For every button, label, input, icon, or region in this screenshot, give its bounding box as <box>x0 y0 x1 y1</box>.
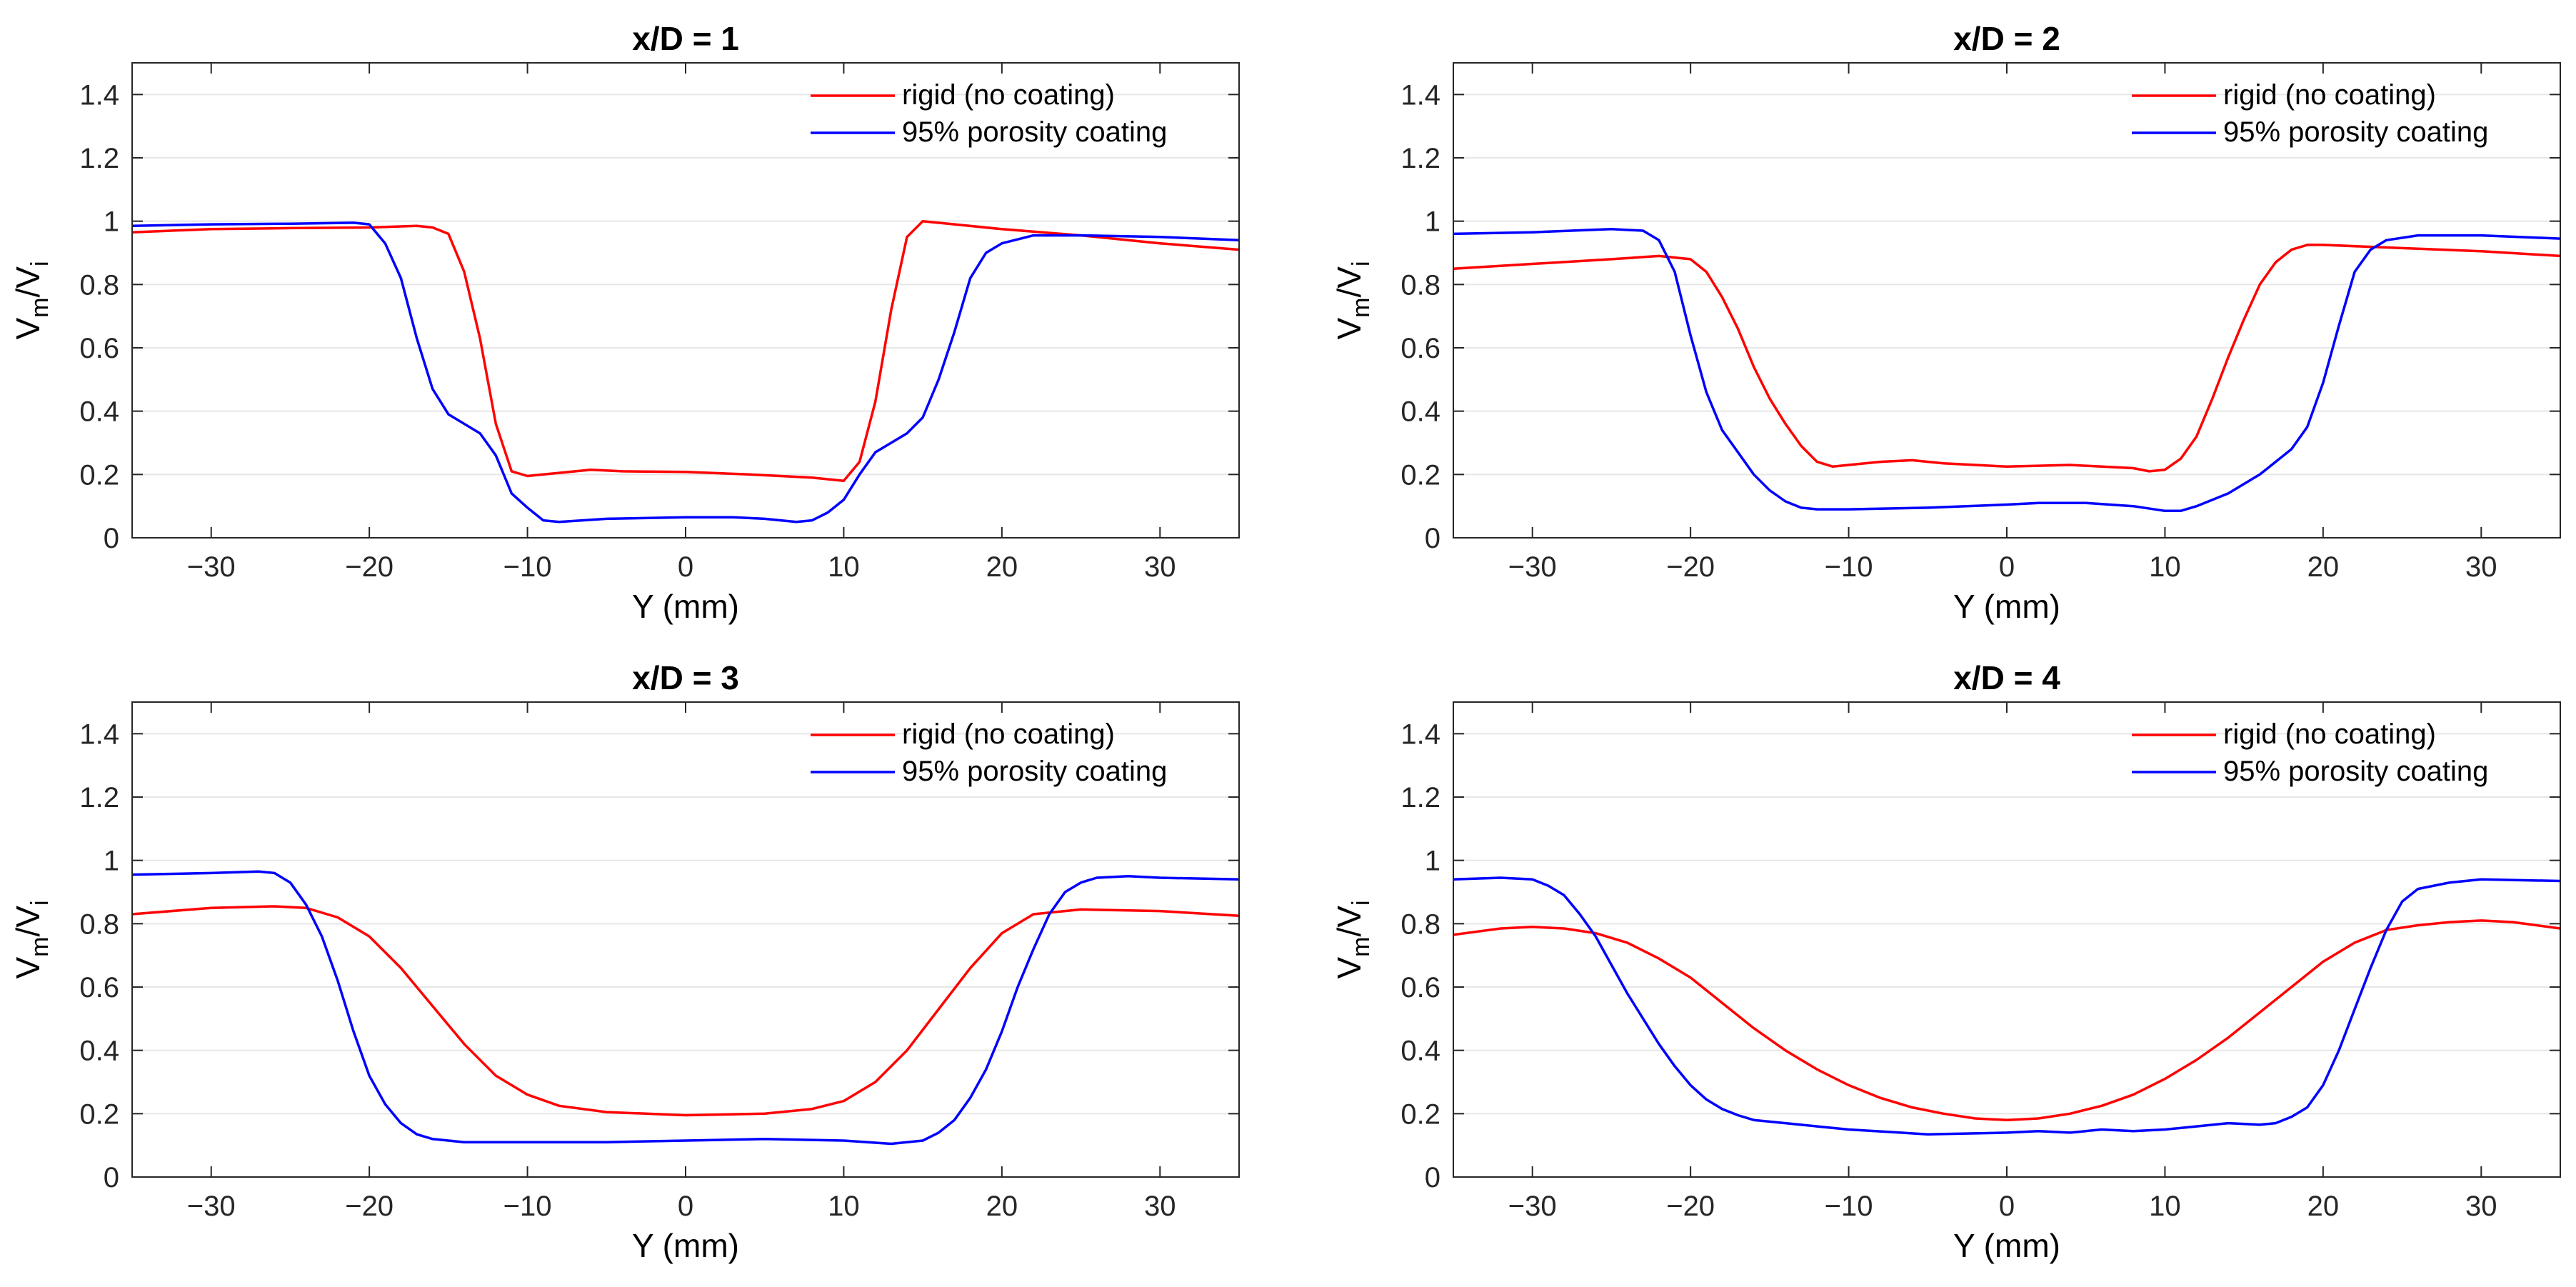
series-line-rigid <box>131 219 1240 482</box>
x-tick-label: 10 <box>2149 1191 2181 1222</box>
x-tick-label: −30 <box>1508 551 1557 583</box>
x-tick-label: 10 <box>2149 551 2181 583</box>
x-tick-label: 0 <box>678 551 693 583</box>
series-line-rigid <box>131 905 1240 1117</box>
y-tick-label: 0.8 <box>1400 269 1440 301</box>
y-tick-label: 0.4 <box>1400 396 1440 428</box>
series-line-porosity <box>1453 228 2561 513</box>
y-axis-label: Vm/Vi <box>9 900 54 978</box>
x-tick-label: 30 <box>1144 551 1176 583</box>
x-tick-label: 30 <box>2465 1191 2497 1222</box>
y-tick-label: 1.4 <box>1400 718 1440 750</box>
x-tick-label: 0 <box>678 1191 693 1222</box>
subplot-3: 0 0.2 0.4 0.6 0.8 1 1.2 1.4 −30 −20 −10 0 10 20 30 x/D … <box>9 659 1240 1264</box>
y-tick-label: 0 <box>104 523 119 554</box>
y-tick-label: 0.2 <box>1400 1098 1440 1130</box>
subplot-4: 0 0.2 0.4 0.6 0.8 1 1.2 1.4 −30 −20 −10 0 10 20 30 x/D … <box>1330 659 2561 1264</box>
subplot-1: 0 0.2 0.4 0.6 0.8 1 1.2 1.4 −30 −20 −10 0 10 20 30 x/D … <box>9 20 1240 625</box>
y-tick-label: 0.6 <box>79 972 119 1003</box>
legend-label-porosity: 95% porosity coating <box>2223 116 2488 148</box>
y-tick-label: 0.4 <box>79 396 119 428</box>
legend-label-porosity: 95% porosity coating <box>902 756 1167 787</box>
x-tick-label: −20 <box>345 551 394 583</box>
legend-label-rigid: rigid (no coating) <box>902 79 1115 111</box>
y-axis-label: Vm/Vi <box>9 261 54 339</box>
y-tick-label: 0.2 <box>1400 459 1440 491</box>
x-tick-label: −10 <box>503 1191 552 1222</box>
y-tick-label: 0 <box>1425 523 1440 554</box>
y-tick-label: 0.6 <box>1400 972 1440 1003</box>
legend-label-rigid: rigid (no coating) <box>902 718 1115 750</box>
x-axis-label: Y (mm) <box>632 588 739 625</box>
y-tick-label: 0.6 <box>79 333 119 364</box>
y-tick-label: 0.4 <box>1400 1036 1440 1067</box>
y-tick-label: 0.8 <box>79 269 119 301</box>
subplot-title: x/D = 1 <box>632 20 739 57</box>
x-tick-label: −20 <box>345 1191 394 1222</box>
y-tick-label: 0.2 <box>79 459 119 491</box>
x-tick-label: 10 <box>828 1191 860 1222</box>
y-tick-label: 1.2 <box>1400 782 1440 813</box>
legend-label-rigid: rigid (no coating) <box>2223 79 2436 111</box>
y-tick-label: 0 <box>1425 1162 1440 1193</box>
x-tick-label: 20 <box>2307 1191 2340 1222</box>
legend-label-porosity: 95% porosity coating <box>902 116 1167 148</box>
x-tick-label: −30 <box>187 551 236 583</box>
y-tick-label: 1.4 <box>79 79 119 111</box>
x-tick-label: −20 <box>1666 551 1715 583</box>
y-tick-label: 1 <box>1425 206 1440 238</box>
x-tick-label: −20 <box>1666 1191 1715 1222</box>
y-tick-label: 1.2 <box>79 782 119 813</box>
subplot-title: x/D = 4 <box>1953 659 2060 696</box>
x-tick-label: 30 <box>1144 1191 1176 1222</box>
series-line-rigid <box>1453 919 2561 1121</box>
series-line-rigid <box>1453 244 2561 473</box>
x-tick-label: 20 <box>986 1191 1018 1222</box>
y-tick-label: 1.4 <box>79 718 119 750</box>
subplot-title: x/D = 3 <box>632 659 739 696</box>
subplot-2: 0 0.2 0.4 0.6 0.8 1 1.2 1.4 −30 −20 −10 0 10 20 30 x/D … <box>1330 20 2561 625</box>
y-tick-label: 1 <box>104 206 119 238</box>
x-tick-label: −10 <box>1825 1191 1873 1222</box>
series-line-porosity <box>131 221 1240 524</box>
y-tick-label: 1.4 <box>1400 79 1440 111</box>
x-axis-label: Y (mm) <box>1953 588 2060 625</box>
legend-label-porosity: 95% porosity coating <box>2223 756 2488 787</box>
y-tick-label: 0.8 <box>79 908 119 940</box>
y-axis-label: Vm/Vi <box>1330 261 1375 339</box>
x-tick-label: −10 <box>503 551 552 583</box>
series-line-porosity <box>1453 876 2561 1136</box>
y-tick-label: 0.8 <box>1400 908 1440 940</box>
x-tick-label: 10 <box>828 551 860 583</box>
y-tick-label: 0.2 <box>79 1098 119 1130</box>
x-tick-label: −10 <box>1825 551 1873 583</box>
x-tick-label: −30 <box>1508 1191 1557 1222</box>
y-tick-label: 1.2 <box>79 143 119 174</box>
y-tick-label: 0.4 <box>79 1036 119 1067</box>
y-tick-label: 0 <box>104 1162 119 1193</box>
x-tick-label: 20 <box>2307 551 2340 583</box>
y-tick-label: 1 <box>1425 846 1440 877</box>
x-tick-label: −30 <box>187 1191 236 1222</box>
y-tick-label: 0.6 <box>1400 333 1440 364</box>
x-axis-label: Y (mm) <box>1953 1227 2060 1264</box>
y-tick-label: 1.2 <box>1400 143 1440 174</box>
subplot-title: x/D = 2 <box>1953 20 2060 57</box>
y-axis-label: Vm/Vi <box>1330 900 1375 978</box>
legend-label-rigid: rigid (no coating) <box>2223 718 2436 750</box>
series-line-porosity <box>131 870 1240 1146</box>
x-tick-label: 0 <box>1999 551 2015 583</box>
x-tick-label: 20 <box>986 551 1018 583</box>
x-axis-label: Y (mm) <box>632 1227 739 1264</box>
x-tick-label: 30 <box>2465 551 2497 583</box>
x-tick-label: 0 <box>1999 1191 2015 1222</box>
y-tick-label: 1 <box>104 846 119 877</box>
